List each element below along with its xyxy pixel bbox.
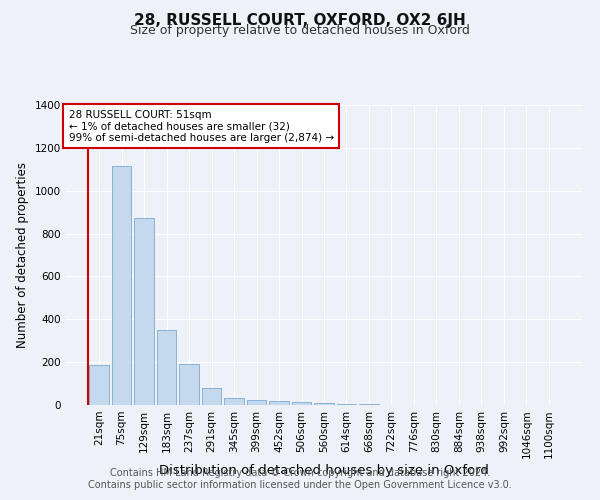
Text: Contains HM Land Registry data © Crown copyright and database right 2024.: Contains HM Land Registry data © Crown c…: [110, 468, 490, 477]
Bar: [269, 400, 289, 405]
Bar: [224, 398, 244, 405]
Text: 28 RUSSELL COURT: 51sqm
← 1% of detached houses are smaller (32)
99% of semi-det: 28 RUSSELL COURT: 51sqm ← 1% of detached…: [68, 110, 334, 142]
Text: 28, RUSSELL COURT, OXFORD, OX2 6JH: 28, RUSSELL COURT, OXFORD, OX2 6JH: [134, 12, 466, 28]
Bar: [359, 404, 379, 405]
Y-axis label: Number of detached properties: Number of detached properties: [16, 162, 29, 348]
Bar: [179, 364, 199, 405]
Bar: [314, 403, 334, 405]
X-axis label: Distribution of detached houses by size in Oxford: Distribution of detached houses by size …: [159, 464, 489, 477]
Text: Contains public sector information licensed under the Open Government Licence v3: Contains public sector information licen…: [88, 480, 512, 490]
Text: Size of property relative to detached houses in Oxford: Size of property relative to detached ho…: [130, 24, 470, 37]
Bar: [89, 366, 109, 405]
Bar: [292, 402, 311, 405]
Bar: [202, 388, 221, 405]
Bar: [337, 404, 356, 405]
Bar: [112, 166, 131, 405]
Bar: [157, 330, 176, 405]
Bar: [247, 400, 266, 405]
Bar: [134, 218, 154, 405]
